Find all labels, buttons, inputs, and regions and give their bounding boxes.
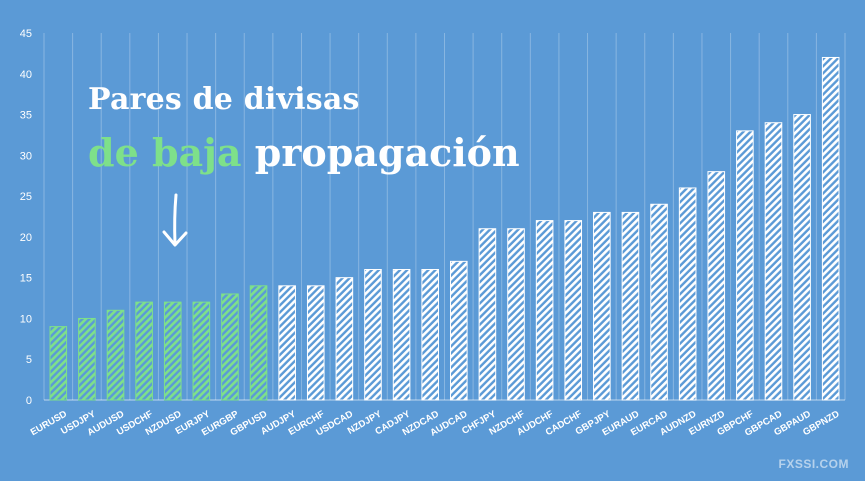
bar-gbpcad <box>764 122 783 401</box>
title-rest: propagación <box>254 130 520 175</box>
bar-eurusd <box>49 326 68 401</box>
bar-usdjpy <box>78 317 96 401</box>
bar-usdcad <box>335 277 354 401</box>
y-tick-label: 45 <box>20 28 32 40</box>
bar-eurcad <box>650 203 668 401</box>
title-line-1: Pares de divisas <box>88 82 360 117</box>
bar-eurjpy <box>192 301 211 401</box>
bar-audusd <box>106 309 125 401</box>
y-tick-label: 25 <box>20 191 32 203</box>
y-axis: 0 5 10 15 20 25 30 35 40 45 <box>20 28 32 407</box>
y-tick-label: 35 <box>20 110 32 122</box>
x-axis: EURUSDUSDJPYAUDUSDUSDCHFNZDUSDEURJPYEURG… <box>29 408 842 438</box>
bar-nzdcad <box>421 269 439 401</box>
y-tick-label: 0 <box>26 395 32 407</box>
title-highlight: de baja <box>88 130 242 175</box>
bar-nzdchf <box>507 228 525 401</box>
bar-gbpaud <box>793 114 811 401</box>
bar-cadjpy <box>392 269 411 401</box>
title-line-2: de baja propagación <box>88 130 520 175</box>
y-tick-label: 10 <box>20 313 32 325</box>
bar-gbpjpy <box>593 211 611 401</box>
bar-eurnzd <box>707 171 726 401</box>
bar-audjpy <box>278 285 296 401</box>
y-tick-label: 30 <box>20 150 32 162</box>
bar-audchf <box>535 220 554 401</box>
bar-gbpnzd <box>821 56 840 401</box>
bar-chfjpy <box>478 228 497 401</box>
bar-eurchf <box>306 285 325 401</box>
bar-usdchf <box>135 301 153 401</box>
bar-audcad <box>450 260 468 401</box>
y-tick-label: 15 <box>20 273 32 285</box>
bar-audnzd <box>678 187 697 401</box>
grid-lines <box>43 33 846 401</box>
bar-euraud <box>621 211 640 401</box>
bar-nzdusd <box>163 301 182 401</box>
bar-eurgbp <box>221 293 239 401</box>
y-tick-label: 20 <box>20 232 32 244</box>
y-tick-label: 5 <box>26 354 32 366</box>
watermark: FXSSI.COM <box>778 457 849 471</box>
bar-cadchf <box>564 220 583 401</box>
bars <box>49 56 840 401</box>
bar-nzdjpy <box>364 269 382 401</box>
y-tick-label: 40 <box>20 69 32 81</box>
bar-gbpchf <box>736 130 754 401</box>
down-arrow-icon <box>162 193 188 247</box>
bar-gbpusd <box>249 285 268 401</box>
